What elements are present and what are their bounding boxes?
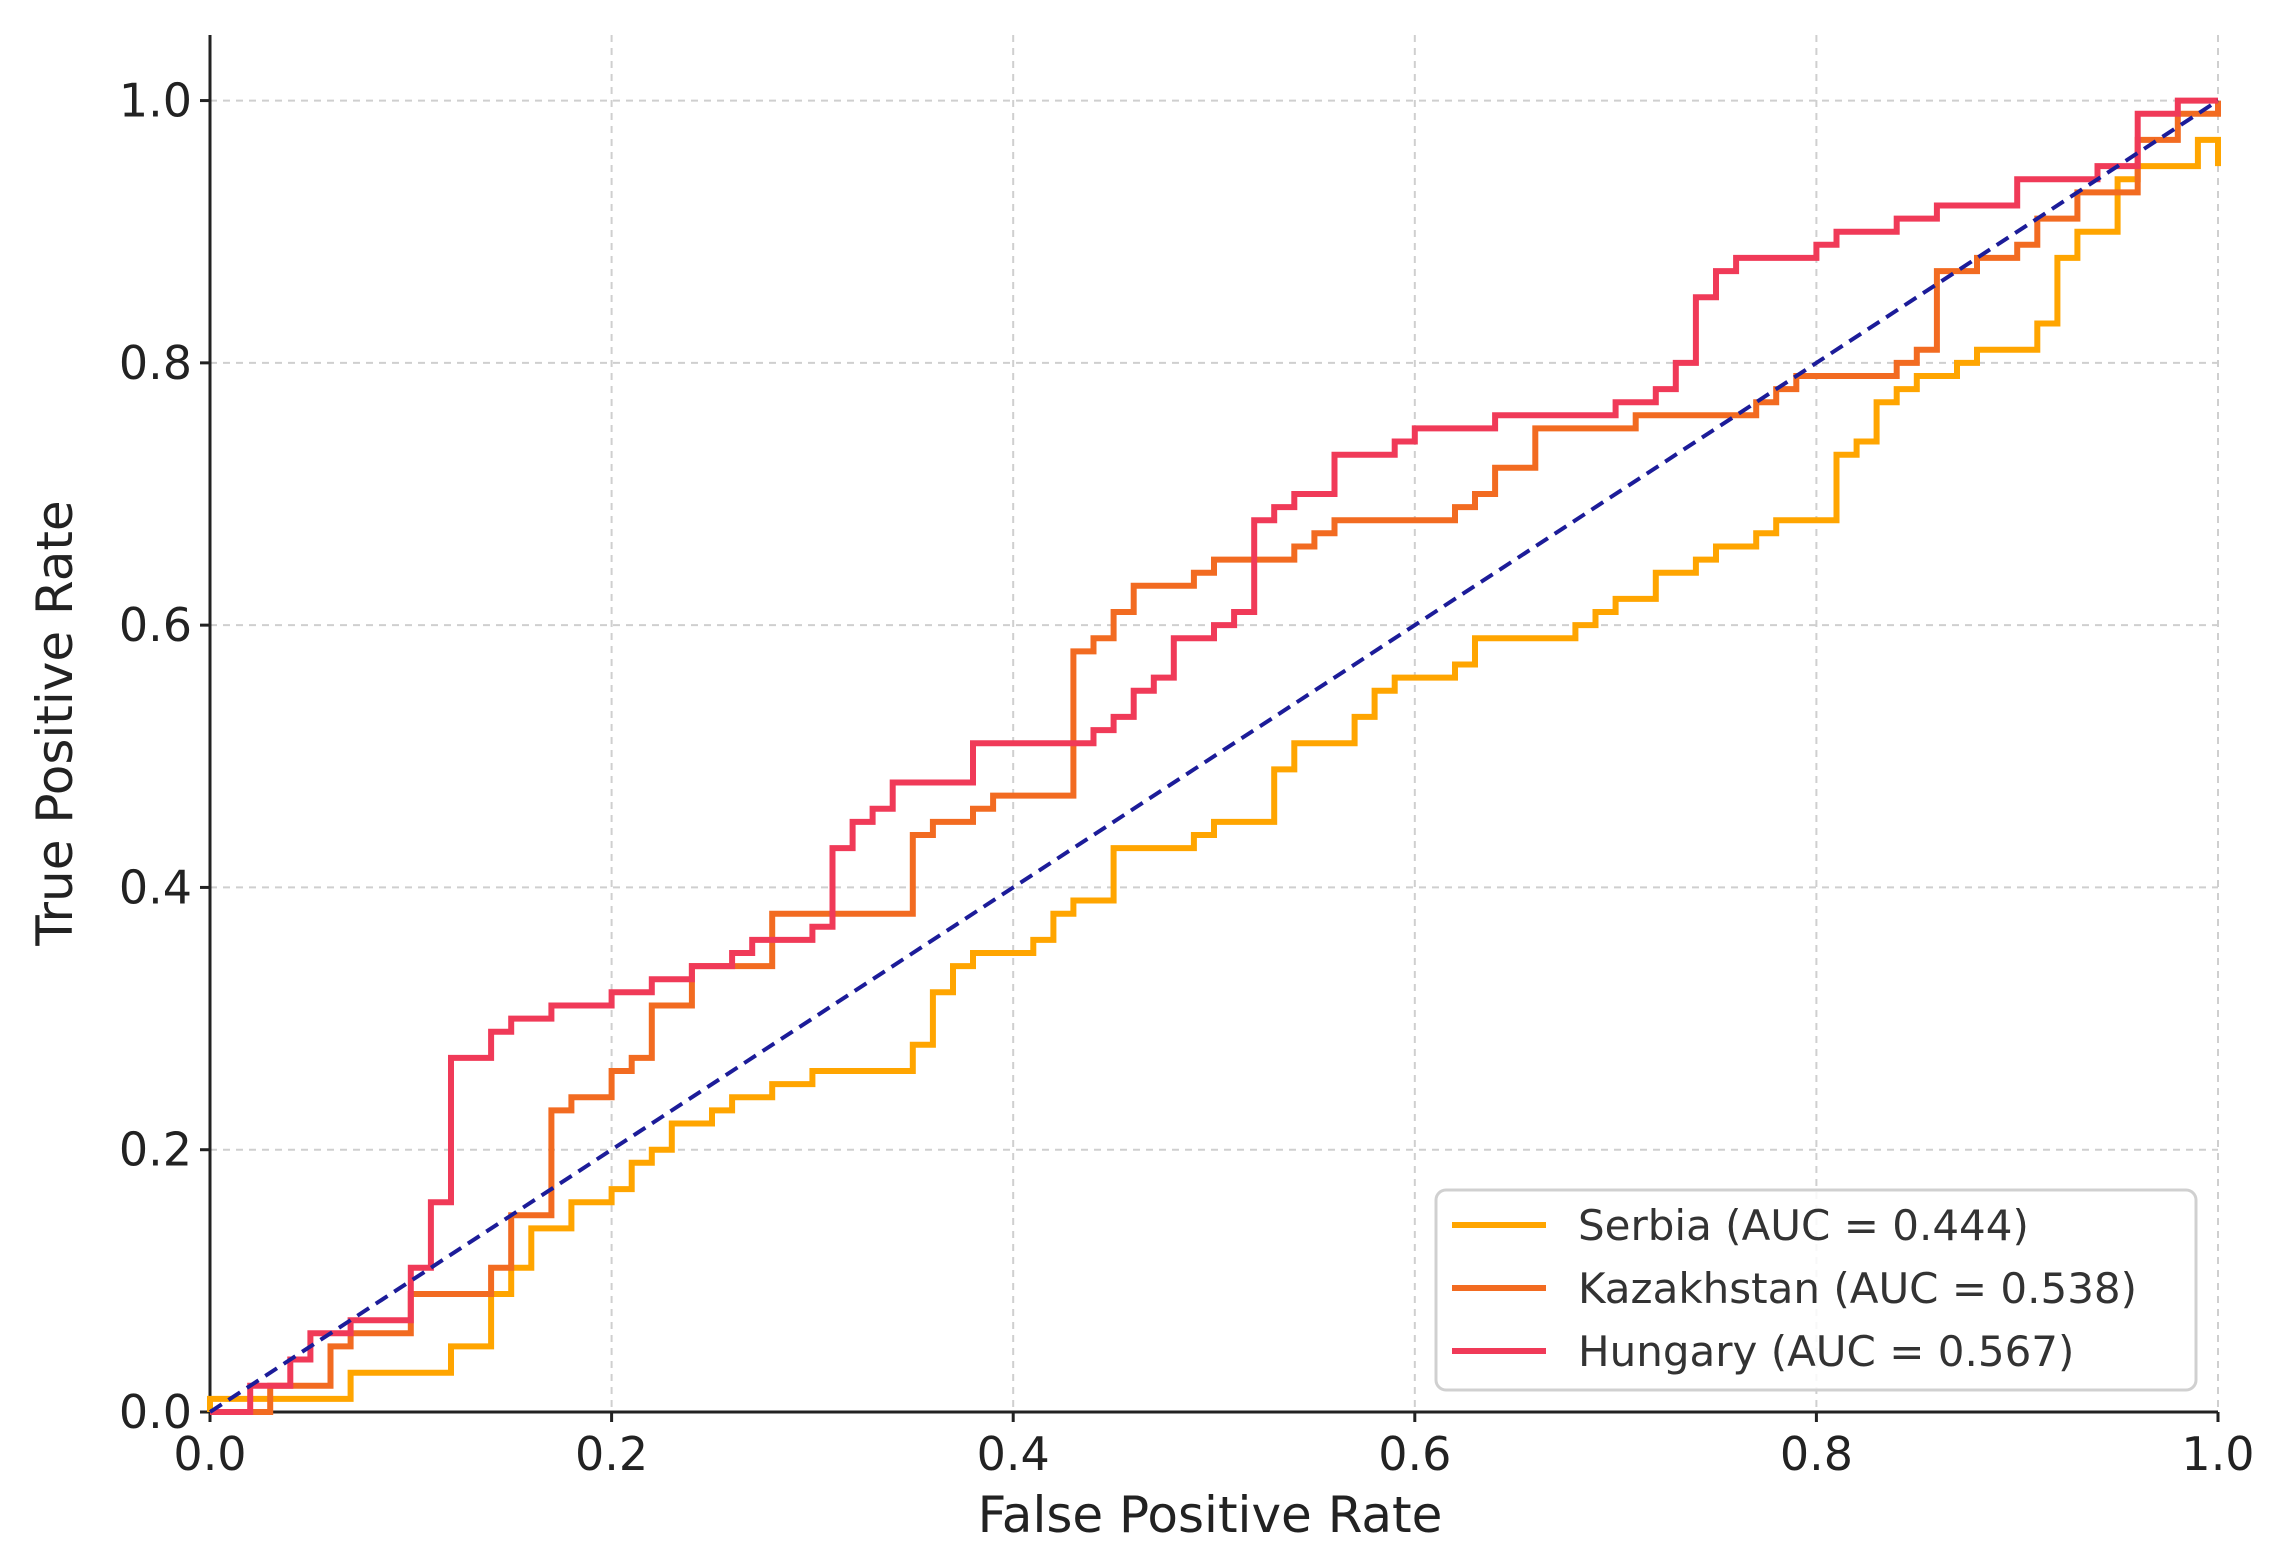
- y-tick-label-3: 0.6: [119, 598, 192, 652]
- legend-label-hungary: Hungary (AUC = 0.567): [1578, 1327, 2074, 1376]
- chance-reference-line: [208, 98, 2220, 1414]
- y-tick-label-1: 0.2: [119, 1123, 192, 1177]
- x-tick-label-5: 1.0: [2181, 1427, 2254, 1481]
- roc-line-hungary: [210, 97, 2218, 1415]
- y-tick-label-5: 1.0: [119, 74, 192, 128]
- legend: Serbia (AUC = 0.444) Kazakhstan (AUC = 0…: [1434, 1188, 2198, 1392]
- roc-line-serbia: [207, 136, 2221, 1412]
- x-axis-title: False Positive Rate: [978, 1486, 1443, 1544]
- legend-box: [1434, 1188, 2198, 1392]
- axes: [200, 35, 2220, 1422]
- x-tick-label-1: 0.2: [575, 1427, 648, 1481]
- y-axis-title: True Positive Rate: [26, 500, 84, 946]
- legend-label-serbia: Serbia (AUC = 0.444): [1578, 1201, 2029, 1250]
- roc-line-kazakhstan: [210, 100, 2221, 1415]
- x-tick-label-4: 0.8: [1780, 1427, 1853, 1481]
- y-tick-label-2: 0.4: [119, 860, 192, 914]
- y-tick-label-4: 0.8: [119, 336, 192, 390]
- x-tick-label-2: 0.4: [977, 1427, 1050, 1481]
- tick-labels: 0.0 0.2 0.4 0.6 0.8 1.0 0.0 0.2 0.4 0.6 0.8 1.0: [119, 74, 2255, 1481]
- x-tick-label-0: 0.0: [173, 1427, 246, 1481]
- x-tick-label-3: 0.6: [1378, 1427, 1451, 1481]
- y-tick-label-0: 0.0: [119, 1385, 192, 1439]
- legend-label-kazakhstan: Kazakhstan (AUC = 0.538): [1578, 1264, 2137, 1313]
- series-lines: [207, 97, 2221, 1415]
